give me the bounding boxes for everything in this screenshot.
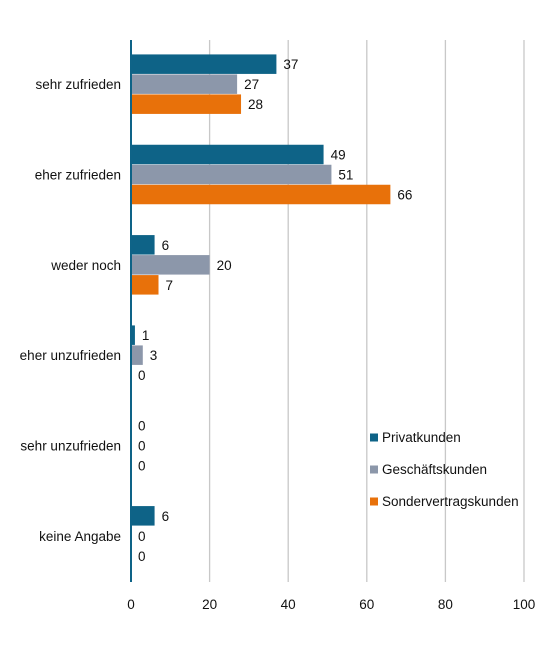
legend-swatch-2 [370, 497, 378, 506]
category-label-5: keine Angabe [39, 529, 121, 544]
data-label-1-1: 51 [338, 168, 353, 183]
data-label-2-4: 0 [138, 459, 146, 474]
bar-0-5 [131, 506, 155, 526]
data-label-0-3: 1 [142, 328, 150, 343]
data-label-2-1: 66 [397, 188, 412, 203]
category-label-1: eher zufrieden [35, 168, 121, 183]
x-tick-label-80: 80 [438, 597, 453, 612]
legend-label-1: Geschäftskunden [382, 462, 487, 477]
data-label-2-3: 0 [138, 368, 146, 383]
data-label-0-0: 37 [283, 57, 298, 72]
legend-swatch-0 [370, 433, 378, 442]
bar-1-2 [131, 255, 210, 275]
data-label-1-5: 0 [138, 529, 146, 544]
data-label-2-5: 0 [138, 549, 146, 564]
bar-2-2 [131, 275, 159, 295]
bar-2-1 [131, 184, 391, 205]
x-tick-label-60: 60 [359, 597, 374, 612]
bar-0-0 [131, 54, 277, 74]
bar-0-1 [131, 144, 324, 165]
data-label-1-3: 3 [150, 348, 158, 363]
category-label-2: weder noch [50, 258, 121, 273]
data-label-0-5: 6 [162, 509, 170, 524]
data-label-1-0: 27 [244, 77, 259, 92]
x-tick-label-20: 20 [202, 597, 217, 612]
x-tick-label-40: 40 [281, 597, 296, 612]
data-label-0-2: 6 [162, 238, 170, 253]
x-tick-label-100: 100 [513, 597, 536, 612]
legend-label-2: Sondervertragskunden [382, 494, 519, 509]
bar-1-3 [131, 345, 143, 365]
legend-swatch-1 [370, 465, 378, 474]
bar-1-1 [131, 164, 332, 185]
data-label-2-2: 7 [166, 278, 174, 293]
category-label-4: sehr unzufrieden [20, 439, 121, 454]
bar-0-3 [131, 325, 135, 345]
bars [131, 54, 391, 526]
legend-label-0: Privatkunden [382, 430, 461, 445]
x-tick-label-0: 0 [127, 597, 135, 612]
category-label-0: sehr zufrieden [35, 77, 121, 92]
data-label-1-2: 20 [217, 258, 232, 273]
legend: Privatkunden Geschäftskunden Sondervertrag… [370, 430, 519, 509]
data-label-0-4: 0 [138, 419, 146, 434]
gridlines [208, 40, 525, 582]
category-label-3: eher unzufrieden [20, 348, 121, 363]
bar-0-2 [131, 235, 155, 255]
data-label-1-4: 0 [138, 439, 146, 454]
bar-2-0 [131, 94, 242, 114]
data-label-2-0: 28 [248, 97, 263, 112]
bar-1-0 [131, 74, 238, 94]
data-label-0-1: 49 [331, 148, 346, 163]
